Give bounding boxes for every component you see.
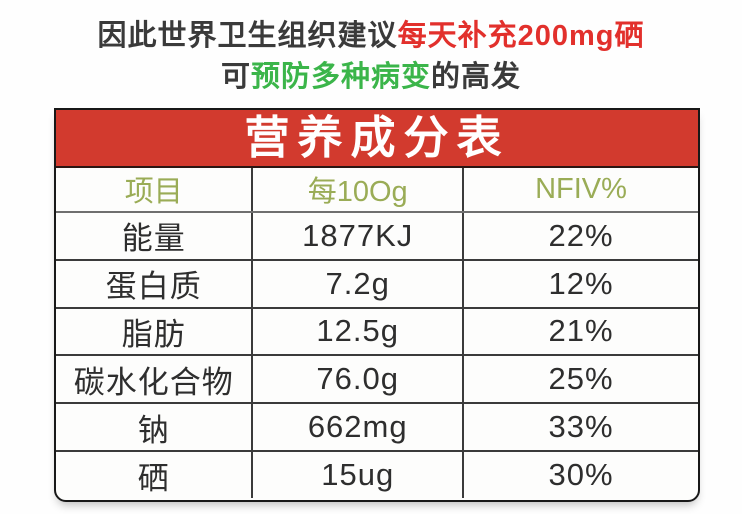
column-header-item: 项目 [56, 168, 253, 213]
cell-per100g: 1877KJ [251, 210, 463, 260]
headline-line2-black-end: 的高发 [431, 61, 522, 93]
nutrition-table-title: 营养成分表 [56, 110, 698, 168]
cell-nfiv: 30% [462, 450, 698, 498]
headline-line2: 可预防多种病变的高发 [0, 53, 742, 95]
cell-per100g: 7.2g [251, 258, 463, 308]
cell-nfiv: 25% [462, 354, 698, 404]
table-row-energy: 能量 1877KJ 22% [56, 210, 698, 260]
headline-line2-black-start: 可 [220, 61, 251, 93]
cell-item: 蛋白质 [56, 258, 253, 308]
column-header-nfiv: NFIV% [462, 168, 698, 213]
table-row-sodium: 钠 662mg 33% [56, 402, 698, 452]
cell-item: 脂肪 [56, 306, 253, 356]
cell-per100g: 15ug [251, 450, 463, 498]
cell-item: 钠 [56, 402, 253, 452]
nutrition-table: 营养成分表 项目 每10Og NFIV% 能量 1877KJ 22% 蛋白质 7… [54, 108, 700, 502]
nutrition-grid: 项目 每10Og NFIV% 能量 1877KJ 22% 蛋白质 7.2g 12… [56, 168, 698, 498]
cell-nfiv: 22% [462, 210, 698, 260]
headline-line2-green: 预防多种病变 [250, 61, 431, 93]
table-row-protein: 蛋白质 7.2g 12% [56, 258, 698, 308]
table-row-fat: 脂肪 12.5g 21% [56, 306, 698, 356]
cell-per100g: 662mg [251, 402, 463, 452]
cell-item: 碳水化合物 [56, 354, 253, 404]
cell-per100g: 12.5g [251, 306, 463, 356]
headline-line1-black: 因此世界卫生组织建议 [97, 20, 398, 52]
headline-line1-red: 每天补充200mg硒 [397, 20, 645, 52]
table-row-carbohydrate: 碳水化合物 76.0g 25% [56, 354, 698, 404]
cell-nfiv: 21% [462, 306, 698, 356]
table-row-selenium: 硒 15ug 30% [56, 450, 698, 498]
column-header-per100g: 每10Og [251, 168, 463, 213]
cell-item: 硒 [56, 450, 253, 498]
cell-item: 能量 [56, 210, 253, 260]
cell-nfiv: 33% [462, 402, 698, 452]
table-header-row: 项目 每10Og NFIV% [56, 168, 698, 213]
cell-nfiv: 12% [462, 258, 698, 308]
headline-line1: 因此世界卫生组织建议每天补充200mg硒 [0, 12, 742, 54]
cell-per100g: 76.0g [251, 354, 463, 404]
